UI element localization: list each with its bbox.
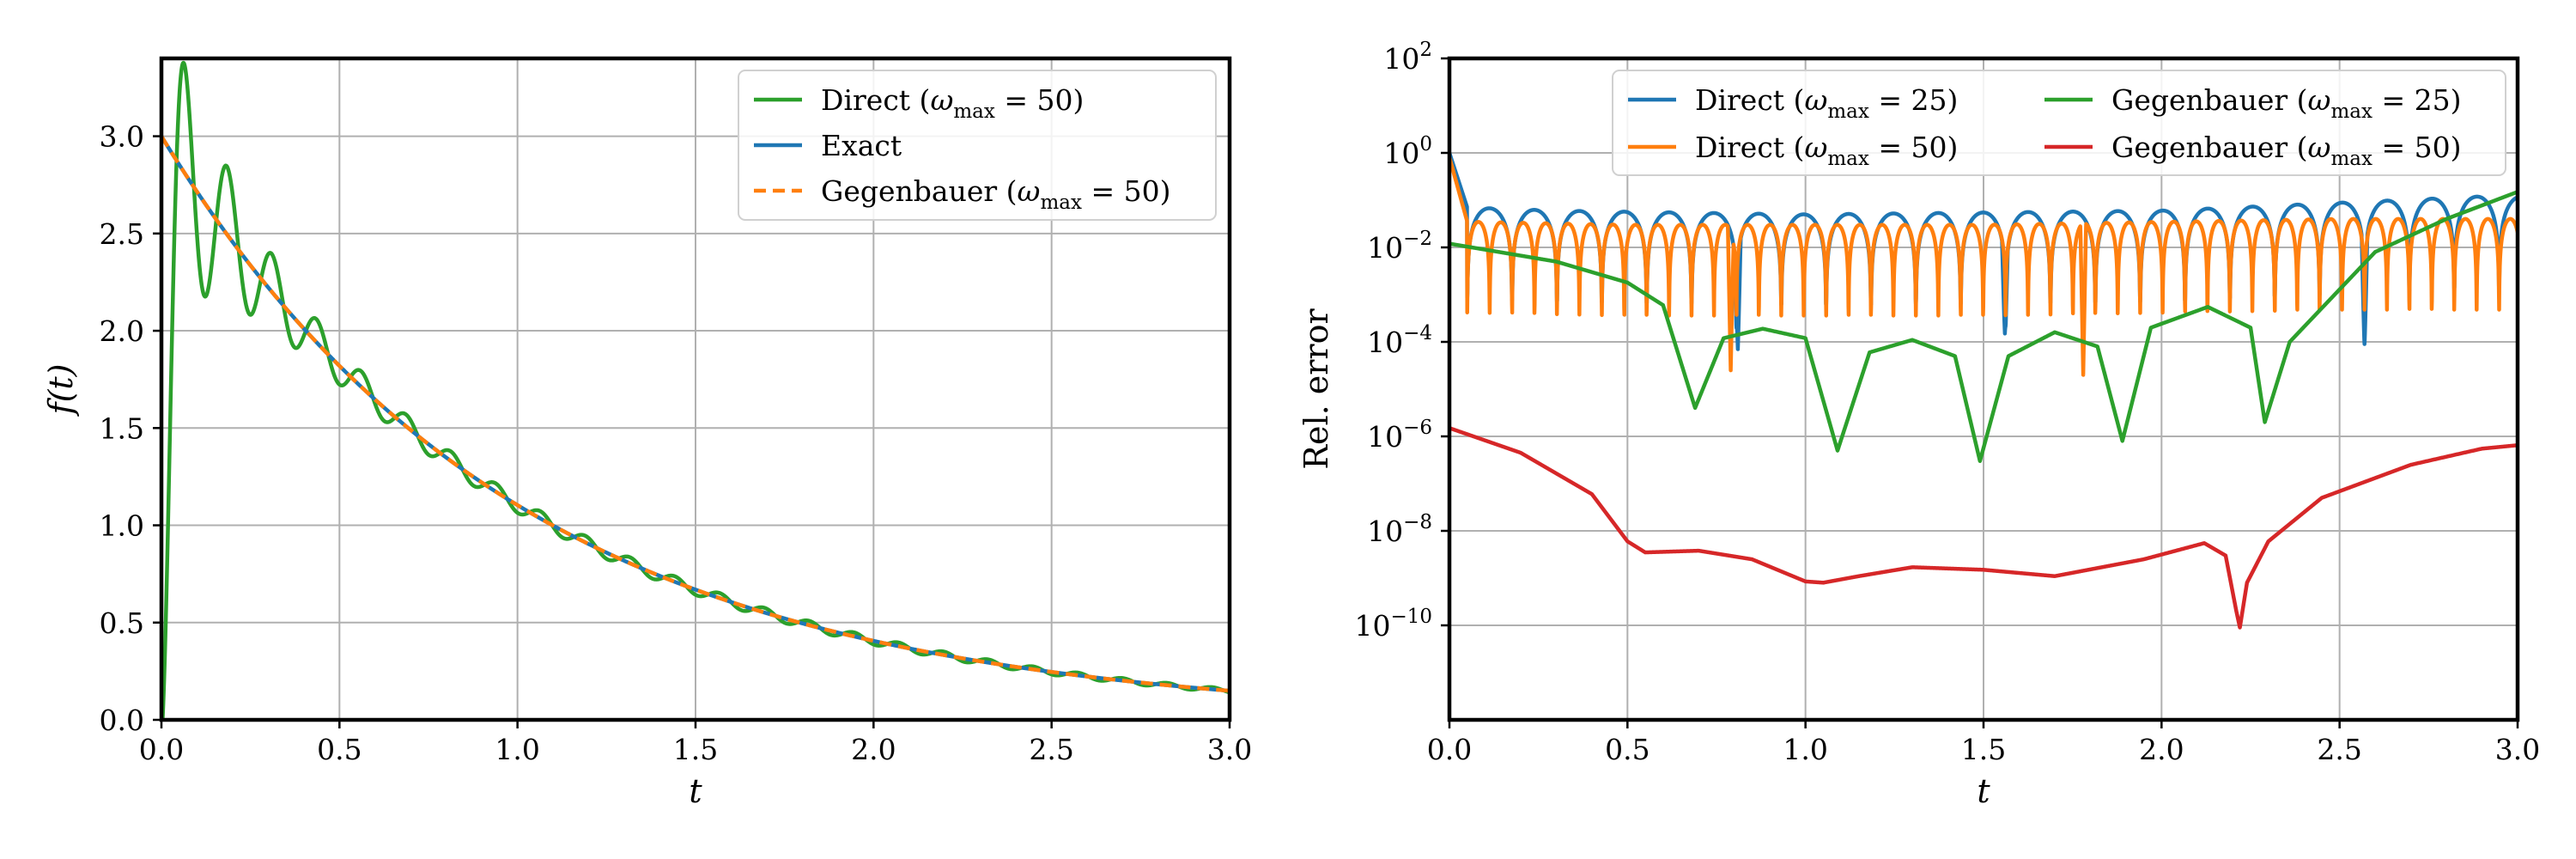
y-tick-label: 10−8 [1367, 511, 1432, 548]
y-tick-label: 2.0 [100, 314, 144, 348]
x-tick-label: 3.0 [2495, 733, 2540, 766]
series-line-1 [161, 60, 1230, 720]
legend-box [1612, 70, 2506, 176]
x-tick-label: 1.0 [495, 733, 539, 766]
series-line-4 [1449, 426, 2518, 630]
legend: Direct (ωmax = 50) Exact Gegenbauer (ωmax … [738, 70, 1217, 221]
legend-label: Gegenbauer (ωmax = 50) [821, 174, 1170, 214]
y-tick-label: 102 [1383, 39, 1432, 76]
y-tick-label: 0.5 [100, 606, 144, 640]
y-tick-label: 0.0 [100, 704, 144, 737]
y-tick-label: 2.5 [100, 217, 144, 251]
x-tick-label: 3.0 [1207, 733, 1252, 766]
x-tick-label: 0.5 [317, 733, 361, 766]
chart-2: 0.0 0.5 1.0 1.5 2.0 2.5 3.0 102 100 10−2 10−4 10−6 1… [1297, 39, 2540, 810]
series-line-2 [1449, 156, 2518, 377]
x-axis-label: t [689, 772, 702, 810]
x-tick-label: 1.5 [1961, 733, 2006, 766]
y-tick-label: 10−4 [1367, 322, 1432, 359]
y-tick-label: 100 [1383, 133, 1432, 170]
y-tick-label: 1.0 [100, 509, 144, 543]
legend-label: Direct (ωmax = 50) [1695, 131, 1958, 170]
x-tick-label: 2.5 [2317, 733, 2361, 766]
y-axis-label: Rel. error [1297, 308, 1335, 470]
legend-label: Gegenbauer (ωmax = 50) [2111, 131, 2461, 170]
y-tick-label: 10−10 [1354, 606, 1432, 643]
series-group [1449, 151, 2518, 630]
y-tick-label: 10−2 [1367, 228, 1432, 265]
legend: Direct (ωmax = 25) Direct (ωmax = 50) Gege… [1612, 70, 2506, 176]
y-tick-label: 1.5 [100, 411, 144, 445]
series-line-3 [161, 135, 1230, 693]
x-tick-label: 2.0 [851, 733, 896, 766]
y-axis-label: f(t) [42, 364, 80, 417]
legend-label: Direct (ωmax = 50) [821, 83, 1084, 123]
x-tick-label: 0.5 [1605, 733, 1649, 766]
x-tick-label: 1.0 [1783, 733, 1827, 766]
legend-box [738, 70, 1217, 221]
series-group [161, 60, 1230, 720]
y-tick-label: 3.0 [100, 120, 144, 154]
legend-label: Direct (ωmax = 25) [1695, 83, 1958, 123]
x-tick-label: 0.0 [139, 733, 184, 766]
x-axis-label: t [1977, 772, 1990, 810]
legend-label: Gegenbauer (ωmax = 25) [2111, 83, 2461, 123]
series-line-3 [1449, 190, 2518, 464]
x-tick-label: 0.0 [1427, 733, 1472, 766]
x-tick-label: 2.0 [2139, 733, 2184, 766]
chart-1: 0.0 0.5 1.0 1.5 2.0 2.5 3.0 0.0 0.5 1.0 1.5 2.0 2.5 3… [42, 56, 1252, 810]
series-line-1 [1449, 151, 2518, 351]
x-tick-label: 1.5 [673, 733, 718, 766]
x-tick-label: 2.5 [1029, 733, 1073, 766]
y-tick-label: 10−6 [1367, 417, 1432, 454]
legend-label: Exact [821, 129, 902, 162]
